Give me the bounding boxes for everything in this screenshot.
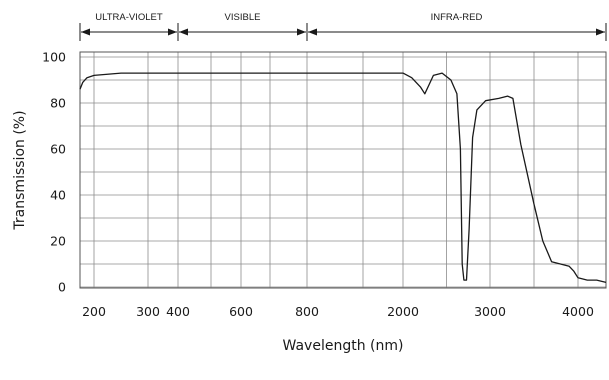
y-tick-label: 20 (50, 234, 66, 249)
region-arrowhead-right (596, 28, 605, 36)
transmission-curve (79, 72, 607, 284)
region-label: VISIBLE (225, 12, 261, 23)
grid (80, 52, 606, 288)
x-tick-label: 3000 (474, 304, 506, 319)
x-tick-label: 800 (295, 304, 319, 319)
y-axis-ticks: 0 20 40 60 80 100 (42, 50, 66, 295)
region-label: ULTRA-VIOLET (95, 12, 163, 23)
region-arrowhead-left (179, 28, 188, 36)
plot-frame (79, 51, 607, 289)
region-arrowhead-left (81, 28, 90, 36)
region-label: INFRA-RED (431, 12, 483, 23)
region-arrowhead-right (168, 28, 177, 36)
x-tick-label: 300 (136, 304, 160, 319)
y-tick-label: 40 (50, 188, 66, 203)
y-tick-label: 0 (58, 280, 66, 295)
x-tick-label: 2000 (387, 304, 419, 319)
x-tick-label: 4000 (562, 304, 594, 319)
y-axis-label: Transmission (%) (12, 110, 28, 230)
x-tick-label: 400 (166, 304, 190, 319)
y-tick-label: 100 (42, 50, 66, 65)
y-tick-label: 80 (50, 96, 66, 111)
y-tick-label: 60 (50, 142, 66, 157)
region-arrowhead-left (308, 28, 317, 36)
x-axis-ticks: 200 300 400 600 800 2000 3000 4000 (82, 304, 594, 319)
x-tick-label: 200 (82, 304, 106, 319)
region-arrowhead-right (297, 28, 306, 36)
x-axis-label: Wavelength (nm) (283, 338, 404, 354)
x-tick-label: 600 (229, 304, 253, 319)
spectral-region-bands: ULTRA-VIOLET VISIBLE INFRA-RED (79, 12, 607, 41)
